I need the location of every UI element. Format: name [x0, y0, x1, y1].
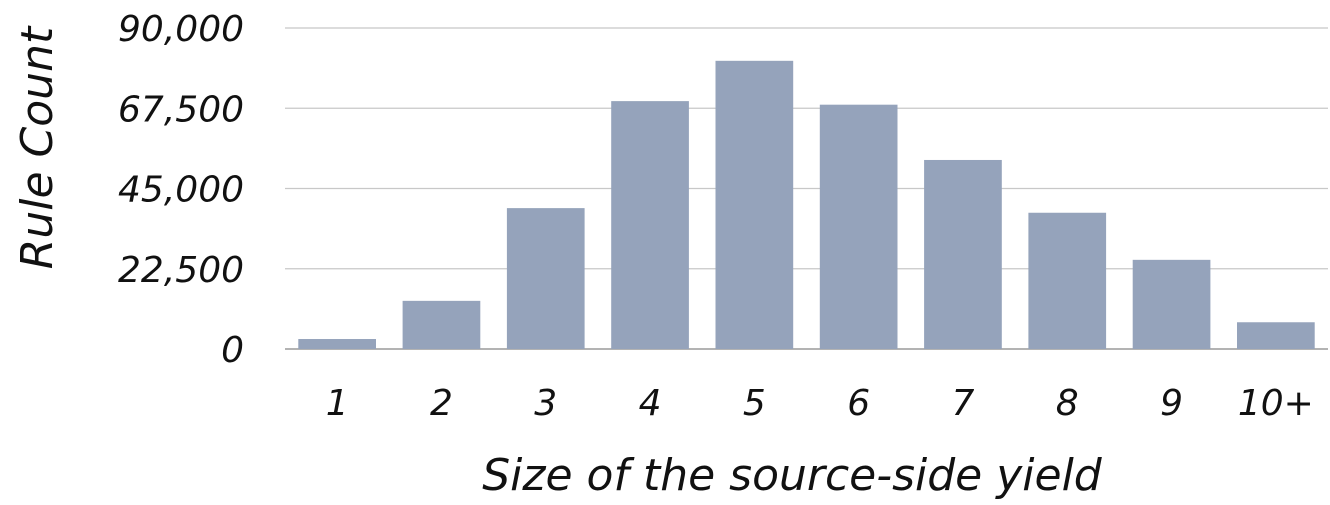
x-tick-label: 7 — [951, 383, 974, 424]
x-tick-labels: 1 2 3 4 5 6 7 8 9 10+ — [326, 383, 1314, 424]
x-tick-label: 4 — [639, 383, 662, 424]
x-axis-title: Size of the source-side yield — [482, 450, 1103, 501]
y-tick-label: 22,500 — [118, 250, 244, 291]
bar-5 — [715, 61, 793, 349]
bar-10plus — [1237, 322, 1315, 349]
x-tick-label: 5 — [743, 383, 766, 424]
x-tick-label: 2 — [430, 383, 453, 424]
x-tick-label: 10+ — [1238, 383, 1314, 424]
x-tick-label: 6 — [847, 383, 870, 424]
bars — [298, 61, 1314, 349]
bar-9 — [1133, 260, 1211, 349]
bar-3 — [507, 208, 585, 349]
bar-1 — [298, 339, 376, 349]
bar-2 — [403, 301, 481, 349]
y-tick-label: 45,000 — [118, 170, 244, 211]
y-tick-label: 0 — [221, 330, 244, 371]
x-tick-label: 8 — [1056, 383, 1079, 424]
x-tick-label: 9 — [1160, 383, 1183, 424]
bar-8 — [1028, 213, 1106, 349]
y-axis-title: Rule Count — [12, 25, 63, 269]
bar-7 — [924, 160, 1002, 349]
y-tick-labels: 0 22,500 45,000 67,500 90,000 — [118, 9, 244, 371]
x-tick-label: 1 — [326, 383, 349, 424]
bar-4 — [611, 101, 689, 349]
y-tick-label: 67,500 — [118, 89, 244, 130]
bar-6 — [820, 105, 898, 349]
y-tick-label: 90,000 — [118, 9, 244, 50]
x-tick-label: 3 — [534, 383, 557, 424]
